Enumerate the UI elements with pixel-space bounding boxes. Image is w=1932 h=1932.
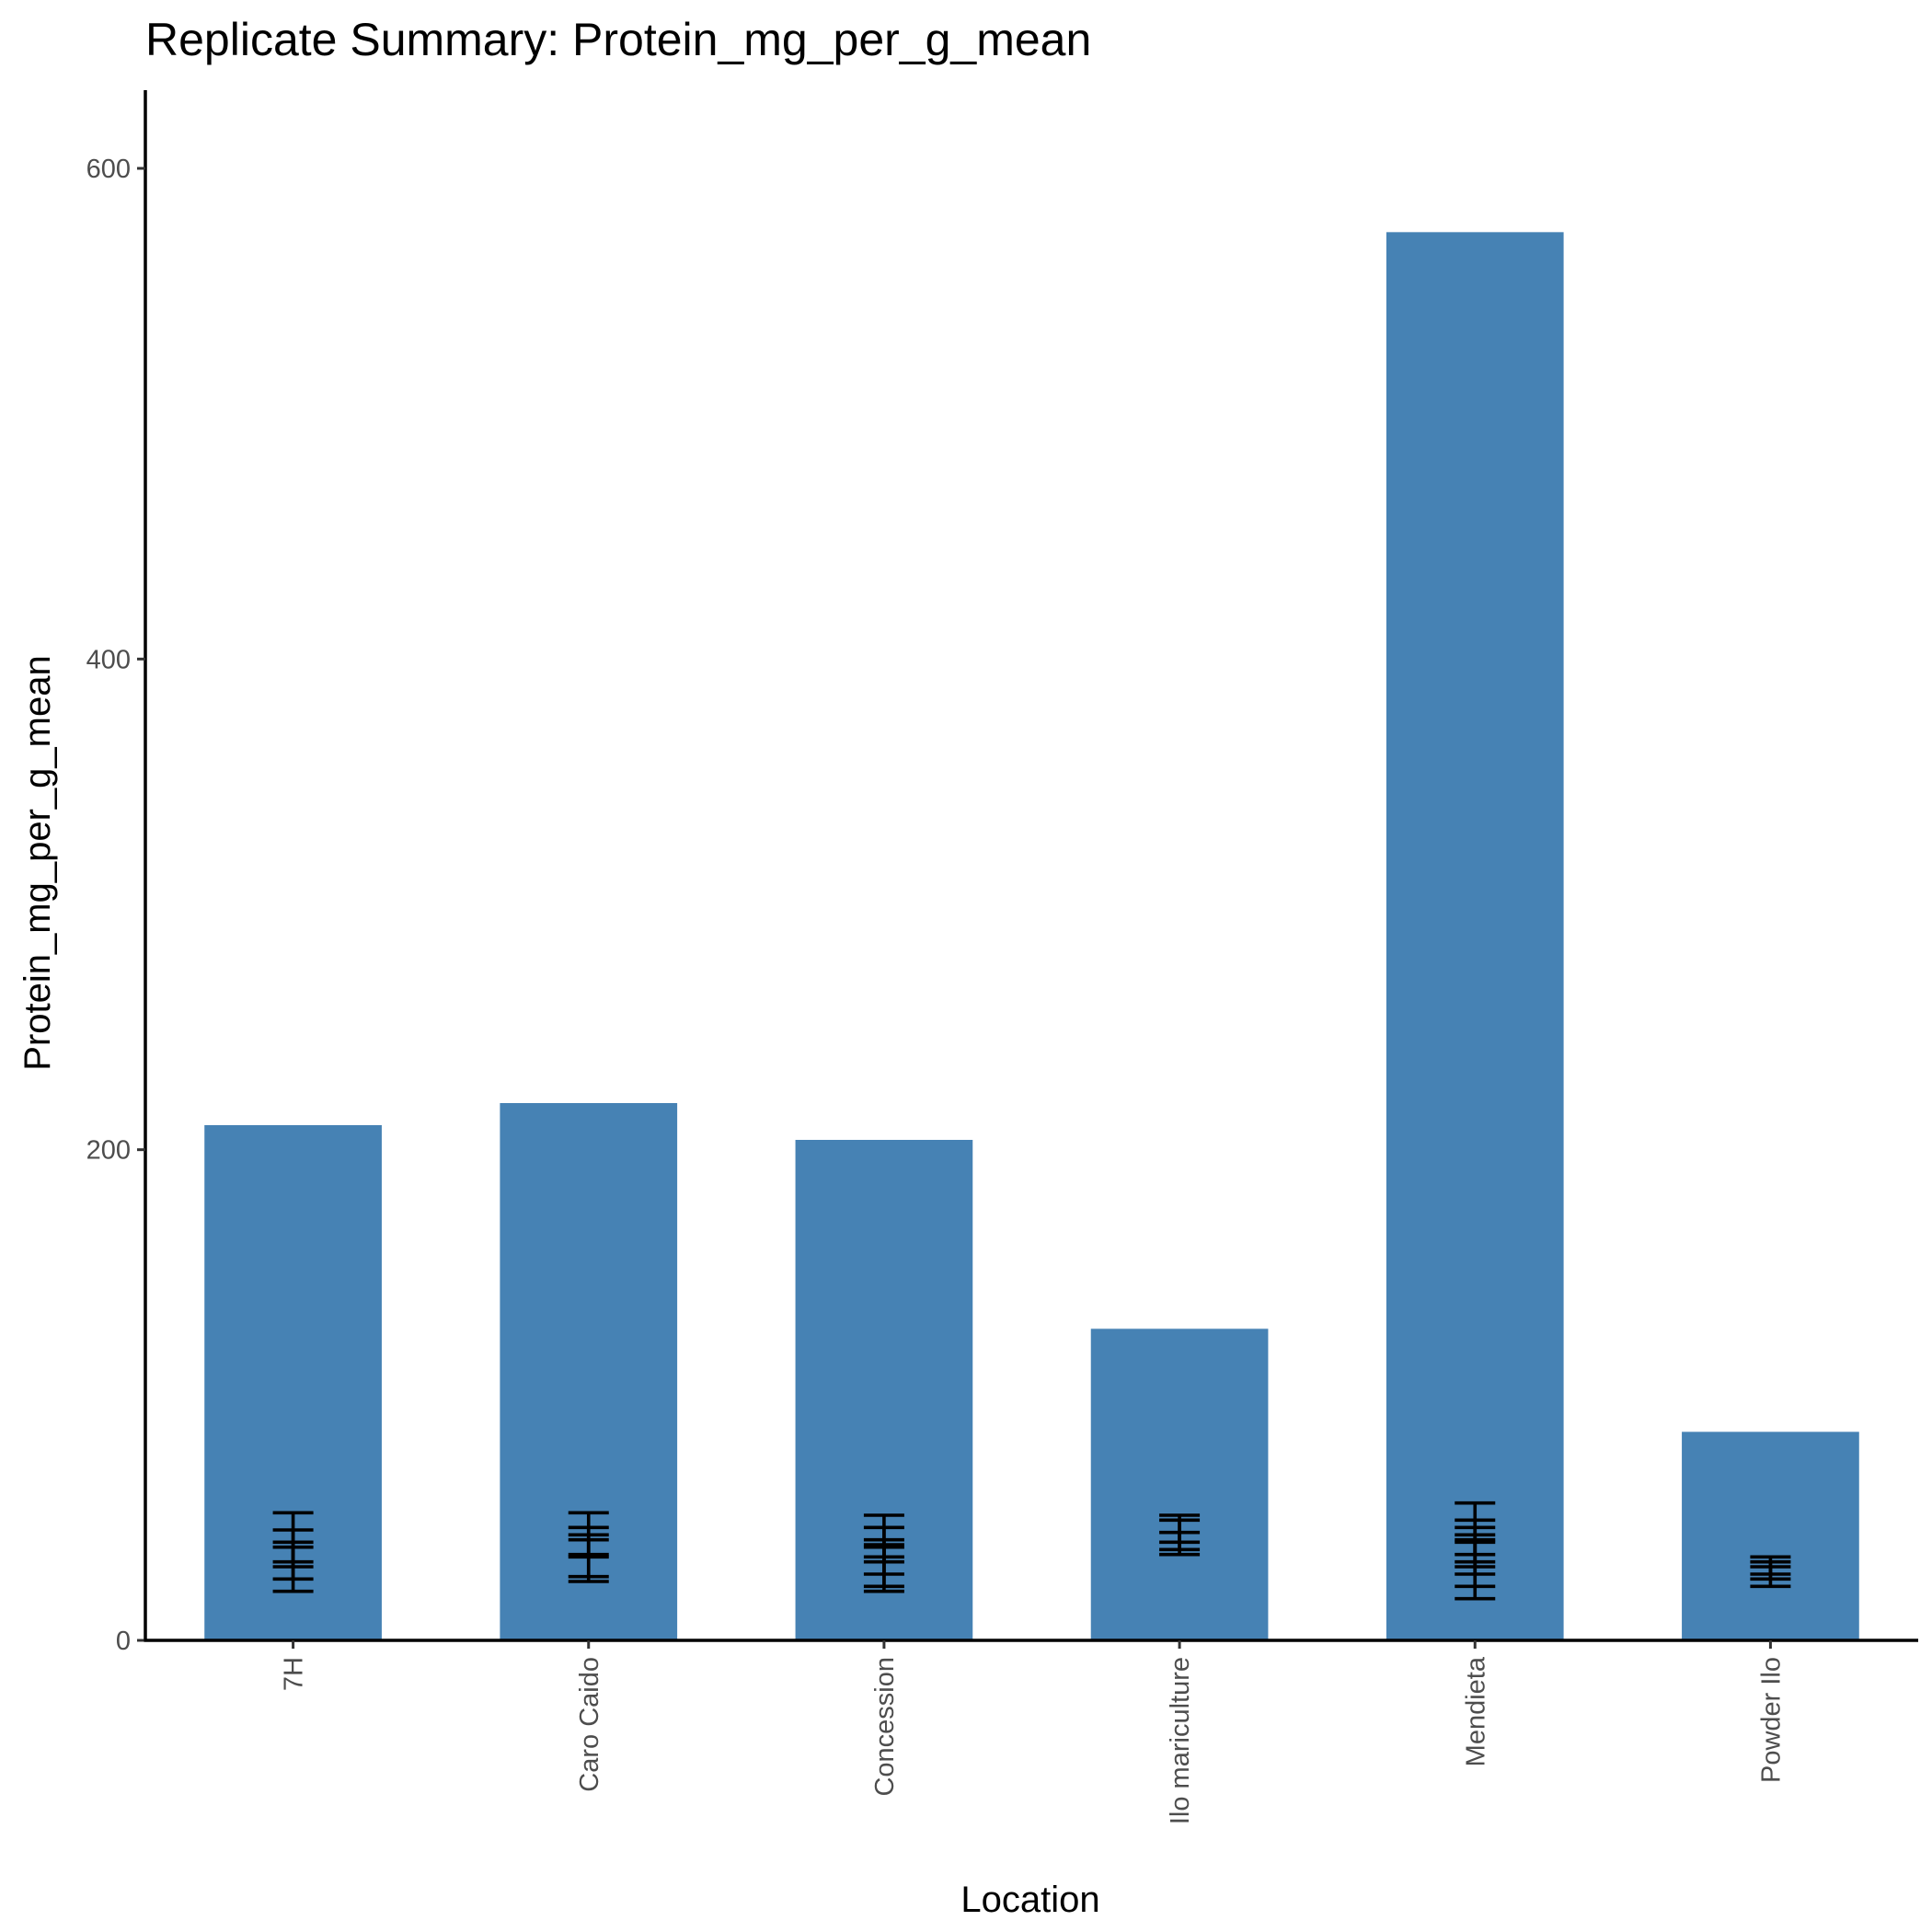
errorbar xyxy=(1159,1530,1201,1545)
errorbar xyxy=(272,1545,314,1564)
y-tick-label: 600 xyxy=(86,155,131,184)
errorbar xyxy=(1750,1565,1791,1576)
y-tick-label: 0 xyxy=(116,1627,131,1656)
errorbar xyxy=(1455,1540,1496,1557)
x-tick-label: 7H xyxy=(280,1657,309,1691)
x-tick-label: Mendieta xyxy=(1461,1656,1490,1766)
x-tick-label: Powder Ilo xyxy=(1756,1657,1786,1783)
x-axis-title: Location xyxy=(960,1880,1099,1920)
errorbar xyxy=(568,1537,609,1557)
y-tick-label: 400 xyxy=(86,645,131,674)
x-tick-label: Concession xyxy=(870,1657,900,1797)
bar-powder-ilo xyxy=(1682,1432,1859,1640)
y-axis-title: Protein_mg_per_g_mean xyxy=(17,655,58,1070)
errorbar xyxy=(863,1545,904,1559)
x-tick-label: Caro Caido xyxy=(575,1657,604,1792)
chart-title: Replicate Summary: Protein_mg_per_g_mean xyxy=(145,14,1091,65)
x-tick-label: Ilo mariculture xyxy=(1166,1657,1195,1824)
y-tick-label: 200 xyxy=(86,1136,131,1166)
y-axis: 0 200 400 600 xyxy=(86,90,147,1656)
x-axis: 7H Caro Caido Concession Ilo mariculture Men… xyxy=(144,1639,1918,1824)
bar-ilo-mariculture xyxy=(1090,1328,1269,1640)
errorbars-layer xyxy=(272,1501,1791,1601)
bar-mendieta xyxy=(1386,232,1564,1640)
bars-layer xyxy=(204,232,1859,1640)
